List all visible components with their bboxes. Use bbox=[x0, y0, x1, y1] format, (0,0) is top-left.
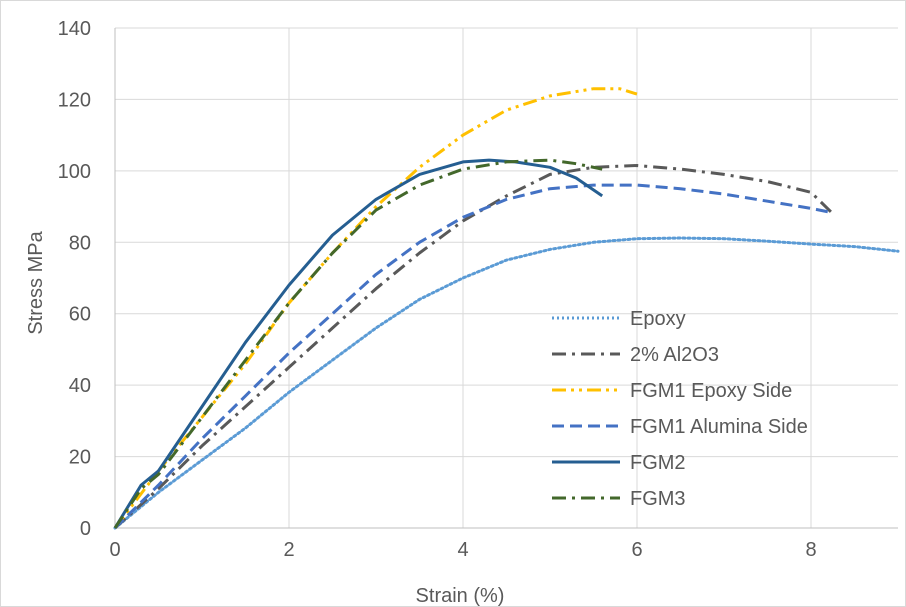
legend-label-1: 2% Al2O3 bbox=[630, 344, 719, 366]
series-line-1 bbox=[113, 164, 834, 530]
series-line-3 bbox=[113, 183, 829, 530]
y-tick-label: 100 bbox=[58, 161, 91, 183]
legend: Epoxy 2% Al2O3 FGM1 Epoxy Side FGM1 Alumina… bbox=[552, 308, 808, 510]
x-tick-label: 0 bbox=[109, 539, 120, 561]
y-tick-label: 0 bbox=[80, 518, 91, 540]
series-lines bbox=[113, 87, 900, 530]
y-tick-label: 80 bbox=[69, 232, 91, 254]
x-tick-label: 6 bbox=[631, 539, 642, 561]
x-tick-label: 2 bbox=[283, 539, 294, 561]
y-axis-title: Stress MPa bbox=[25, 230, 47, 334]
x-axis-title: Strain (%) bbox=[416, 585, 505, 607]
x-tick-label: 4 bbox=[457, 539, 468, 561]
series-line-4 bbox=[113, 158, 604, 529]
series-line-0 bbox=[113, 236, 900, 530]
legend-label-0: Epoxy bbox=[630, 308, 686, 330]
y-tick-label: 120 bbox=[58, 89, 91, 111]
legend-label-2: FGM1 Epoxy Side bbox=[630, 380, 792, 402]
y-tick-label: 40 bbox=[69, 375, 91, 397]
x-tick-label: 8 bbox=[805, 539, 816, 561]
axes bbox=[114, 28, 898, 529]
y-tick-label: 140 bbox=[58, 18, 91, 40]
tick-labels: 0 20 40 60 80 100 120 140 0 2 4 6 8 bbox=[58, 18, 817, 561]
y-tick-label: 20 bbox=[69, 447, 91, 469]
y-tick-label: 60 bbox=[69, 304, 91, 326]
legend-label-5: FGM3 bbox=[630, 488, 686, 510]
legend-label-3: FGM1 Alumina Side bbox=[630, 416, 808, 438]
legend-label-4: FGM2 bbox=[630, 452, 686, 474]
gridlines bbox=[115, 27, 898, 528]
series-line-5 bbox=[113, 158, 603, 529]
